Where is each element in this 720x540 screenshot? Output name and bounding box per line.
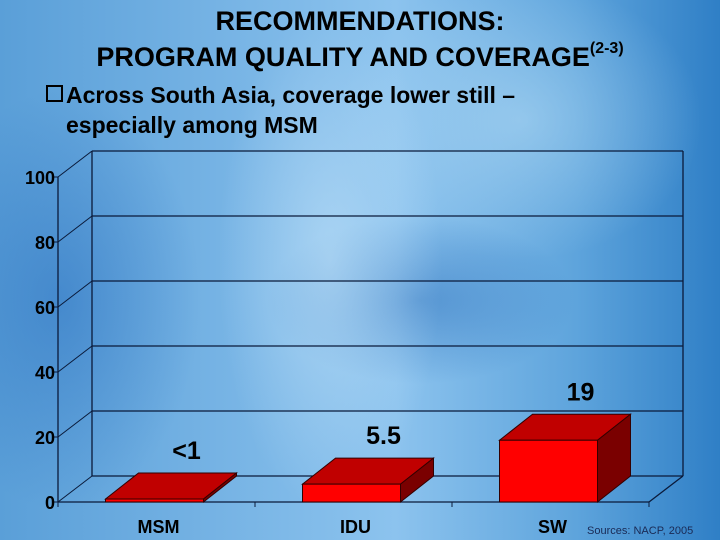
x-category-label: SW bbox=[538, 517, 567, 537]
y-tick-label: 40 bbox=[35, 363, 55, 383]
slide-title-line1: RECOMMENDATIONS: bbox=[215, 6, 505, 36]
source-note: Sources: NACP, 2005 bbox=[587, 525, 694, 537]
x-category-label: IDU bbox=[340, 517, 371, 537]
data-label: 19 bbox=[567, 378, 595, 406]
data-label: <1 bbox=[172, 437, 201, 465]
data-label: 5.5 bbox=[366, 422, 401, 450]
x-category-label: MSM bbox=[138, 517, 180, 537]
bullet-point: Across South Asia, coverage lower still … bbox=[46, 80, 515, 140]
y-tick-label: 100 bbox=[25, 168, 55, 188]
slide-title-line2: PROGRAM QUALITY AND COVERAGE(2-3) bbox=[0, 40, 720, 73]
bullet-line1: Across South Asia, coverage lower still … bbox=[66, 82, 516, 108]
y-tick-label: 20 bbox=[35, 428, 55, 448]
slide-title-text: PROGRAM QUALITY AND COVERAGE bbox=[96, 42, 590, 72]
y-tick-label: 80 bbox=[35, 233, 55, 253]
y-tick-label: 0 bbox=[45, 493, 55, 513]
chart-labels: 0 20 40 60 80 100 <1 MSM 5.5 IDU 19 SW bbox=[25, 168, 594, 537]
bar-sw bbox=[498, 413, 632, 504]
checkbox-square-icon bbox=[46, 85, 63, 102]
bullet-line2: especially among MSM bbox=[66, 112, 318, 138]
y-tick-label: 60 bbox=[35, 298, 55, 318]
citation-superscript: (2-3) bbox=[589, 40, 624, 57]
bar-idu bbox=[301, 457, 435, 504]
bar-msm bbox=[104, 471, 238, 504]
chart-bars bbox=[104, 413, 632, 504]
